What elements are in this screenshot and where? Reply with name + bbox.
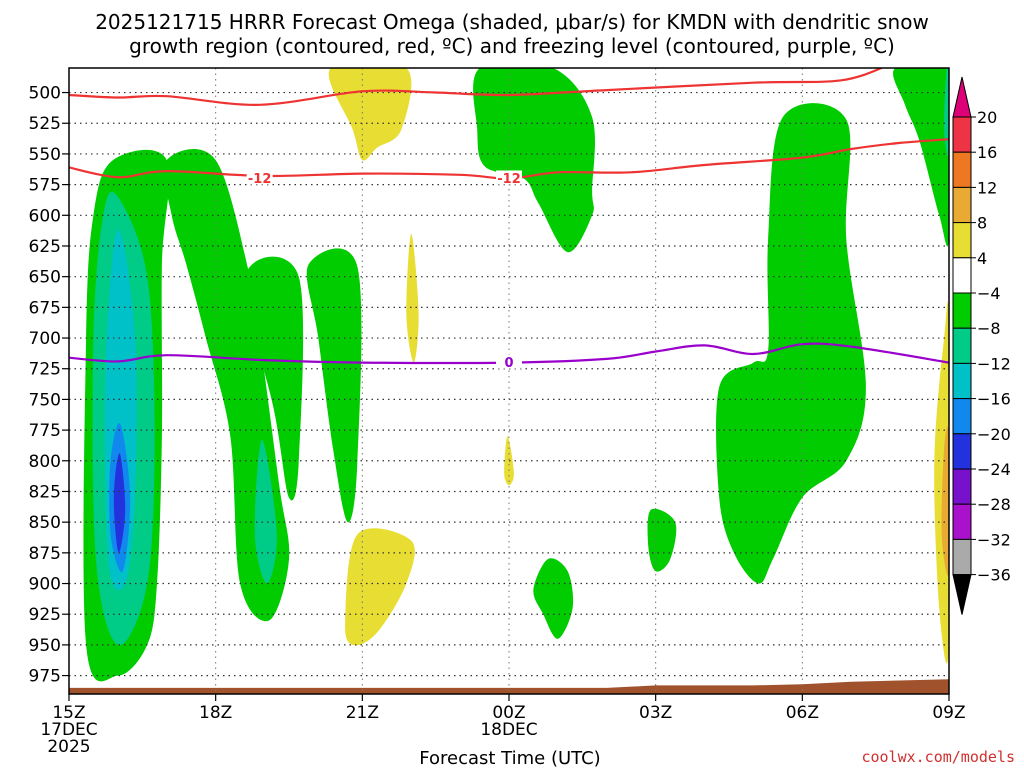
ytick-label-975: 975 xyxy=(29,667,61,687)
omega-shading xyxy=(83,68,949,682)
temperature-contours: -12 -12 0 xyxy=(69,68,949,371)
colorbar-band-4 xyxy=(952,257,972,294)
shaded-green-ridge-20z xyxy=(244,256,304,501)
contour-label-bg xyxy=(246,170,273,185)
ytick-label-725: 725 xyxy=(29,360,61,380)
title-line-1: 2025121715 HRRR Forecast Omega (shaded, … xyxy=(95,10,929,34)
xtick-label-03Z: 03Z xyxy=(639,703,672,723)
xtick-label-00Z: 00Z xyxy=(492,703,525,723)
x-axis-label: Forecast Time (UTC) xyxy=(419,748,600,768)
colorbar-tick-label-8: −16 xyxy=(977,390,1011,409)
colorbar-band-6 xyxy=(952,327,972,364)
colorbar-tick-label-4: 4 xyxy=(977,249,987,268)
ground-layer xyxy=(69,679,949,694)
contour-label-bg xyxy=(496,354,522,369)
colorbar-tick-label-1: 16 xyxy=(977,143,997,162)
xtick-label-17DEC: 17DEC xyxy=(40,720,97,740)
colorbar-tick-label-2: 12 xyxy=(977,178,997,197)
ytick-label-825: 825 xyxy=(29,482,61,502)
contour-label-dgz-lower-red-0: -12 xyxy=(248,172,272,187)
ytick-label-750: 750 xyxy=(29,390,61,410)
shaded-green-top-09z xyxy=(893,68,949,247)
colorbar-band-12 xyxy=(952,538,972,576)
colorbar-band-9 xyxy=(952,433,972,470)
colorbar-tick-label-11: −28 xyxy=(977,495,1011,514)
colorbar-over-triangle xyxy=(952,76,972,118)
ytick-label-625: 625 xyxy=(29,237,61,257)
colorbar-tick-label-0: 20 xyxy=(977,108,997,127)
ytick-label-700: 700 xyxy=(29,329,61,349)
colorbar-band-0 xyxy=(952,116,972,153)
shaded-yellow-right-09z xyxy=(934,301,949,664)
shaded-green-column-05z-06z xyxy=(716,103,866,584)
ytick-label-950: 950 xyxy=(29,636,61,656)
colorbar-tick-label-12: −32 xyxy=(977,530,1011,549)
title-line-2: growth region (contoured, red, ºC) and f… xyxy=(129,34,895,58)
ytick-label-900: 900 xyxy=(29,575,61,595)
xtick-label-2025: 2025 xyxy=(47,737,90,757)
colorbar-band-1 xyxy=(952,151,972,188)
colorbar-tick-label-13: −36 xyxy=(977,566,1011,585)
xtick-label-18Z: 18Z xyxy=(199,703,232,723)
xtick-label-15Z: 15Z xyxy=(52,703,85,723)
ytick-label-925: 925 xyxy=(29,605,61,625)
colorbar-tick-label-7: −12 xyxy=(977,354,1011,373)
xtick-label-18DEC: 18DEC xyxy=(480,720,537,740)
gridlines xyxy=(68,68,950,694)
ytick-label-500: 500 xyxy=(29,84,61,104)
contour-label-freezing-level-0: 0 xyxy=(504,356,513,371)
shaded-teal-pocket-19z xyxy=(254,439,277,584)
shaded-yellow-top-21z xyxy=(328,68,412,161)
colorbar-tick-label-9: −20 xyxy=(977,425,1011,444)
colorbar-under-triangle xyxy=(952,574,972,615)
y-axis: 500 525 550 575 600 625 650 675 700 725 750 775 800 8… xyxy=(29,84,69,687)
contour-label-bg xyxy=(496,170,522,185)
colorbar: 20 16 12 8 4 −4 −8 −12 −16 −20 −24 −28 −32 −36 xyxy=(952,76,1011,615)
ytick-label-575: 575 xyxy=(29,176,61,196)
shaded-yellow-blob-21z-low xyxy=(345,528,415,646)
ytick-label-525: 525 xyxy=(29,114,61,134)
ytick-label-875: 875 xyxy=(29,544,61,564)
colorbar-band-8 xyxy=(952,398,972,435)
contour-dgz-upper-red xyxy=(69,68,885,106)
colorbar-band-3 xyxy=(952,222,972,259)
xtick-label-09Z: 09Z xyxy=(932,703,965,723)
shaded-green-blob-03z xyxy=(647,508,677,572)
ytick-label-850: 850 xyxy=(29,513,61,533)
ytick-label-800: 800 xyxy=(29,452,61,472)
shaded-green-blob-01z xyxy=(533,558,574,639)
colorbar-tick-label-3: 8 xyxy=(977,214,987,233)
credit-link[interactable]: coolwx.com/models xyxy=(861,748,1015,766)
colorbar-band-7 xyxy=(952,362,972,400)
contour-freezing-level xyxy=(69,342,949,365)
colorbar-tick-label-10: −24 xyxy=(977,460,1011,479)
ytick-label-550: 550 xyxy=(29,145,61,165)
contour-label-dgz-lower-red-1: -12 xyxy=(497,172,521,187)
colorbar-band-11 xyxy=(952,503,972,540)
contour-dgz-lower-red xyxy=(69,138,949,180)
ytick-label-775: 775 xyxy=(29,421,61,441)
colorbar-tick-label-6: −8 xyxy=(977,319,1001,338)
colorbar-band-5 xyxy=(952,292,972,329)
shaded-yellow-speck-00z xyxy=(504,436,514,486)
ytick-label-675: 675 xyxy=(29,298,61,318)
colorbar-band-10 xyxy=(952,468,972,505)
colorbar-tick-label-5: −4 xyxy=(977,284,1001,303)
shaded-yellow-sliver-22z xyxy=(406,233,419,363)
ytick-label-650: 650 xyxy=(29,268,61,288)
colorbar-band-2 xyxy=(952,186,972,224)
xtick-label-06Z: 06Z xyxy=(786,703,819,723)
ground-surface xyxy=(69,679,949,694)
ytick-label-600: 600 xyxy=(29,206,61,226)
shaded-green-column-21z xyxy=(306,248,362,523)
shaded-orange-right-09z xyxy=(941,426,949,576)
shaded-green-top-00z xyxy=(473,68,595,253)
shaded-darkblue-core-16z xyxy=(113,453,126,553)
xtick-label-21Z: 21Z xyxy=(346,703,379,723)
shaded-teal-edge-09z xyxy=(944,68,949,157)
